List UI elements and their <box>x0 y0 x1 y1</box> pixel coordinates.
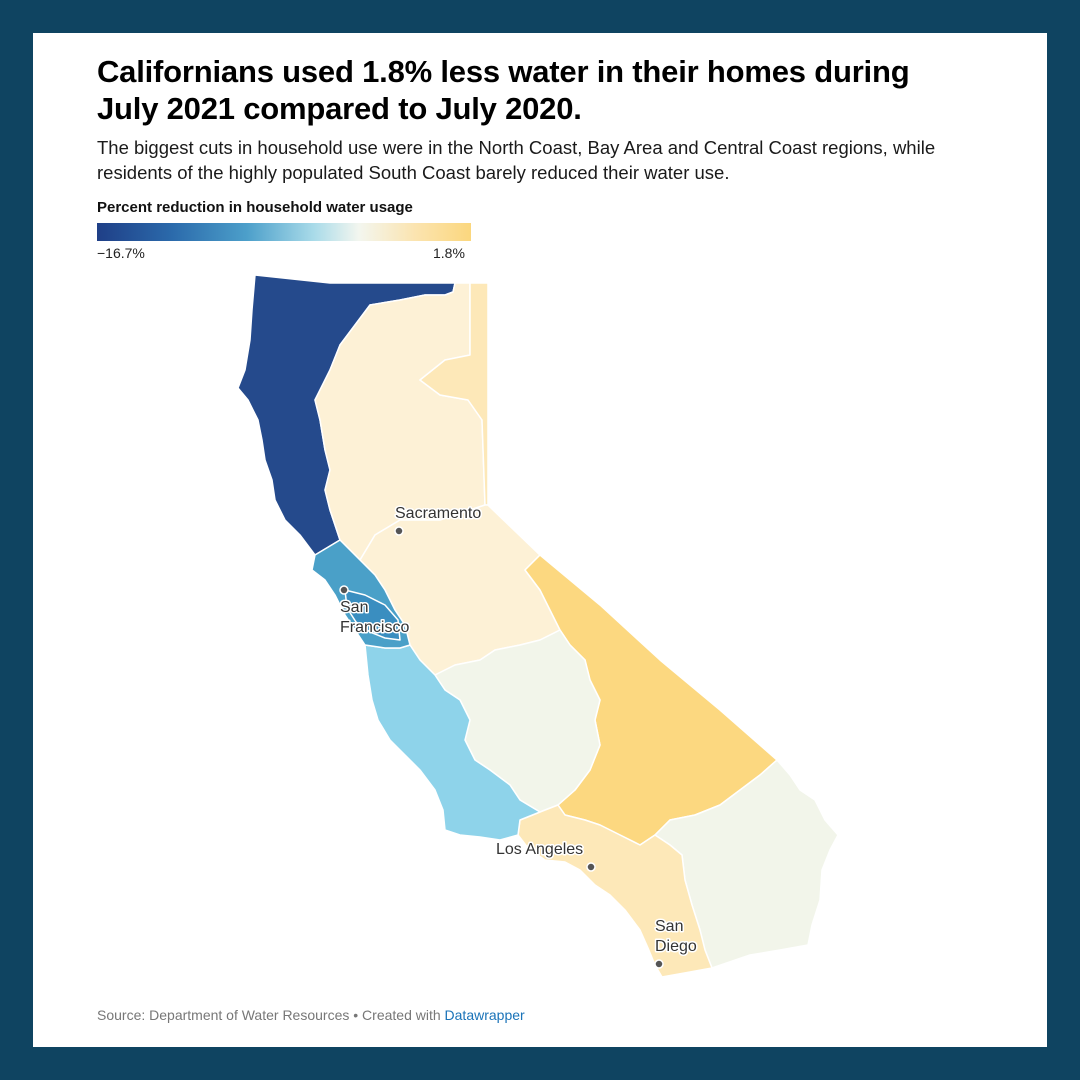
chart-title: Californians used 1.8% less water in the… <box>97 54 910 126</box>
city-san-francisco: San Francisco <box>339 585 411 638</box>
region-north-lahontan[interactable] <box>419 282 489 506</box>
city-label-san-francisco: San Francisco <box>340 599 409 636</box>
chart-card: Californians used 1.8% less water in the… <box>33 33 1047 1047</box>
region-central-coast[interactable] <box>364 644 541 841</box>
city-marker-san-francisco <box>339 585 349 595</box>
region-south-coast[interactable] <box>517 804 713 978</box>
legend-title: Percent reduction in household water usa… <box>97 199 413 216</box>
legend-color-scale <box>97 223 471 241</box>
city-marker-los-angeles <box>586 862 596 872</box>
legend-max-label: 1.8% <box>433 245 465 261</box>
city-label-san-diego: San Diego <box>655 918 697 955</box>
city-marker-sacramento <box>394 526 404 536</box>
city-los-angeles: Los Angeles <box>495 840 596 872</box>
source-footer: Source: Department of Water Resources • … <box>97 1007 525 1023</box>
city-san-diego: San Diego <box>654 917 698 969</box>
city-label-sacramento: Sacramento <box>395 505 481 522</box>
region-sf-bay-core[interactable] <box>344 589 401 641</box>
chart-subtitle: The biggest cuts in household use were i… <box>97 137 936 183</box>
city-sacramento: Sacramento <box>394 504 483 536</box>
city-marker-san-diego <box>654 959 664 969</box>
legend-min-label: −16.7% <box>97 245 145 261</box>
source-text: Source: Department of Water Resources • … <box>97 1007 445 1023</box>
datawrapper-link[interactable]: Datawrapper <box>444 1007 525 1023</box>
city-label-los-angeles: Los Angeles <box>496 841 583 858</box>
